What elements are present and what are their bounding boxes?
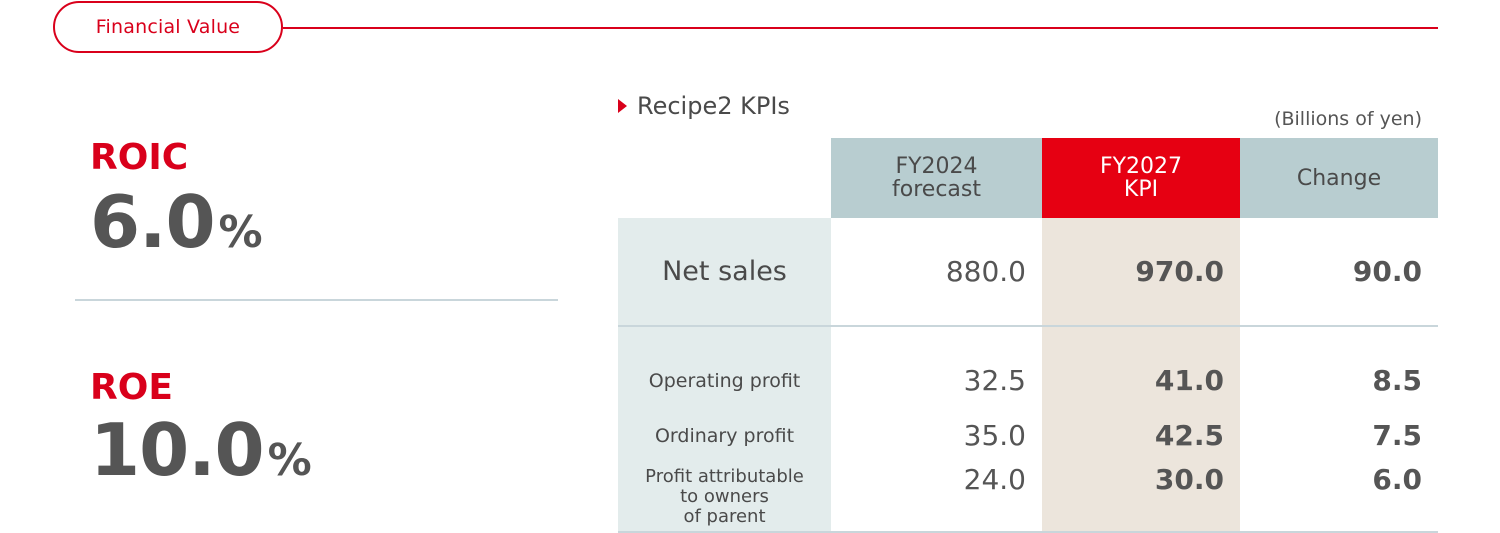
row-label-line1: Profit attributable	[645, 466, 804, 487]
forecast-value: 880.0	[831, 218, 1042, 327]
kpi-title-block: Recipe2 KPIs	[618, 92, 790, 120]
forecast-value: 24.0	[831, 463, 1042, 533]
roic-label: ROIC	[90, 137, 189, 178]
units-note: (Billions of yen)	[1274, 108, 1422, 130]
forecast-value: 35.0	[963, 419, 1026, 452]
change-value: 90.0	[1240, 218, 1438, 327]
kpi-value: 42.5	[1042, 408, 1240, 463]
change-value: 8.5	[1372, 364, 1422, 397]
table-row-operating-profit: Operating profit 32.5 41.0 8.5	[618, 326, 1438, 408]
kpi-title: Recipe2 KPIs	[637, 92, 790, 120]
header-forecast-line1: FY2024	[895, 154, 978, 179]
row-label: Ordinary profit	[618, 408, 831, 463]
change-value: 7.5	[1372, 419, 1422, 452]
header-forecast-line2: forecast	[892, 177, 981, 202]
kpi-value: 30.0	[1042, 463, 1240, 533]
header-kpi: FY2027 KPI	[1042, 138, 1240, 218]
roic-value-block: 6.0%	[90, 180, 263, 264]
header-blank-cell	[618, 138, 831, 218]
row-label-line3: of parent	[683, 506, 766, 527]
row-label-line2: to owners	[680, 486, 769, 507]
roe-value: 10.0	[90, 408, 265, 492]
header-change: Change	[1240, 138, 1438, 218]
header-kpi-line1: FY2027	[1099, 154, 1183, 179]
row-label: Operating profit	[618, 326, 831, 408]
section-label: Financial Value	[95, 16, 241, 38]
section-rule	[283, 27, 1438, 29]
row-label: Profit attributable to owners of parent	[618, 463, 831, 533]
kpi-table: FY2024 forecast FY2027 KPI Change Net sa…	[618, 138, 1438, 533]
header-forecast: FY2024 forecast	[831, 138, 1042, 218]
roic-value: 6.0	[90, 180, 216, 264]
roe-label: ROE	[90, 367, 173, 408]
metric-divider	[75, 299, 558, 301]
roe-unit: %	[267, 435, 312, 486]
header-kpi-line2: KPI	[1123, 177, 1159, 202]
change-value: 6.0	[1240, 463, 1438, 533]
roic-unit: %	[218, 207, 263, 258]
table-row-net-sales: Net sales 880.0 970.0 90.0	[618, 218, 1438, 327]
section-label-pill: Financial Value	[53, 1, 283, 53]
table-row-profit-attributable: Profit attributable to owners of parent …	[618, 463, 1438, 533]
header-change-label: Change	[1296, 165, 1382, 191]
roe-value-block: 10.0%	[90, 408, 312, 492]
forecast-value: 32.5	[963, 364, 1026, 397]
table-header-row: FY2024 forecast FY2027 KPI Change	[618, 138, 1438, 218]
row-label: Net sales	[618, 218, 831, 327]
table-row-ordinary-profit: Ordinary profit 35.0 42.5 7.5	[618, 408, 1438, 463]
kpi-value: 970.0	[1042, 218, 1240, 327]
triangle-bullet-icon	[618, 99, 627, 113]
kpi-value: 41.0	[1042, 326, 1240, 408]
